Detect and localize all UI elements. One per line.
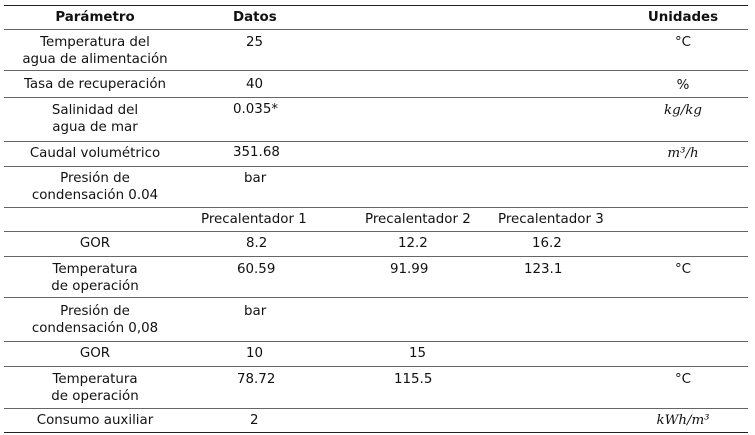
row-value: bar	[244, 304, 267, 319]
row-value: 0.035*	[233, 102, 279, 117]
row-value: 60.59	[237, 262, 276, 277]
precalentador-1: Precalentador 1	[201, 212, 307, 227]
rule	[4, 166, 748, 167]
row-label: Caudal volumétrico	[29, 146, 161, 161]
rule-top	[4, 5, 748, 6]
row-value: 40	[246, 77, 264, 92]
rule	[4, 256, 748, 257]
header-parametro: Parámetro	[55, 10, 135, 25]
row-unit: °C	[674, 372, 692, 387]
row-value: 25	[246, 35, 264, 50]
row-value: 2	[250, 413, 259, 428]
row-label: de operación	[51, 389, 139, 404]
row-unit: kWh/m³	[656, 413, 710, 428]
row-label: Presión de	[60, 304, 130, 319]
row-label: Temperatura del	[40, 35, 150, 50]
row-label: GOR	[79, 346, 111, 361]
row-value: bar	[244, 171, 267, 186]
row-label: Tasa de recuperación	[23, 77, 167, 92]
header-datos: Datos	[233, 10, 277, 25]
row-value: 78.72	[237, 372, 276, 387]
row-unit: °C	[674, 35, 692, 50]
rule	[4, 341, 748, 342]
rule	[4, 231, 748, 232]
row-label: agua de mar	[52, 120, 138, 135]
row-label: Temperatura	[52, 372, 138, 387]
row-value: 12.2	[398, 236, 428, 251]
rule-header	[4, 29, 748, 30]
row-value: 91.99	[390, 262, 429, 277]
row-value: 351.68	[233, 145, 280, 160]
row-unit: kg/kg	[664, 103, 702, 118]
row-label: Salinidad del	[51, 103, 139, 118]
rule	[4, 366, 748, 367]
row-label: condensación 0.04	[31, 188, 159, 203]
row-value: 8.2	[246, 236, 268, 251]
row-label: Temperatura	[52, 262, 138, 277]
rule	[4, 408, 748, 409]
rule	[4, 70, 748, 71]
row-value: 16.2	[532, 236, 562, 251]
row-value: 10	[246, 346, 264, 361]
row-unit: °C	[674, 262, 692, 277]
row-unit: %	[676, 78, 690, 93]
row-label: condensación 0,08	[31, 321, 159, 336]
header-unidades: Unidades	[647, 10, 719, 25]
row-value: 123.1	[524, 262, 563, 277]
row-value: 15	[409, 346, 427, 361]
row-label: agua de alimentación	[22, 52, 168, 67]
precalentador-2: Precalentador 2	[365, 212, 471, 227]
row-label: de operación	[51, 279, 139, 294]
rule	[4, 141, 748, 142]
row-label: Presión de	[60, 171, 130, 186]
row-unit: m³/h	[667, 146, 699, 161]
precalentador-3: Precalentador 3	[498, 212, 604, 227]
row-label: GOR	[79, 236, 111, 251]
row-value: 115.5	[394, 372, 433, 387]
rule-bottom	[4, 432, 748, 433]
rule	[4, 297, 748, 298]
rule	[4, 207, 748, 208]
rule	[4, 97, 748, 98]
row-label: Consumo auxiliar	[36, 413, 154, 428]
